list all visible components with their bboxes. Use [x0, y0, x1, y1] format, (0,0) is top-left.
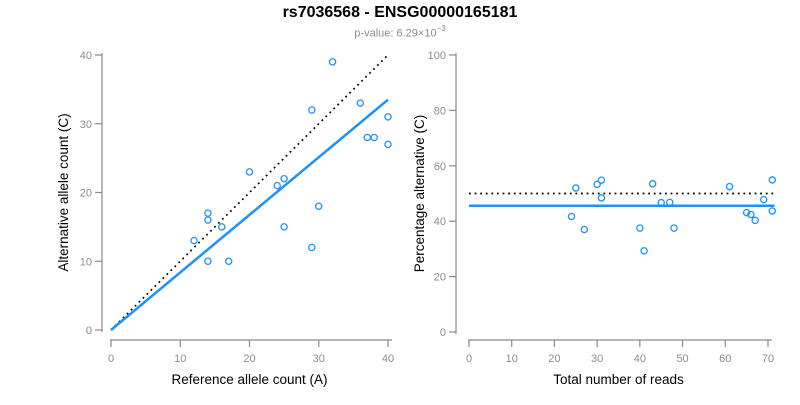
data-point	[666, 198, 674, 207]
y-tick-label: 0	[86, 325, 92, 337]
data-point	[363, 133, 371, 142]
data-point	[725, 182, 734, 191]
x-tick-label: 0	[466, 353, 472, 365]
fit-line	[110, 98, 389, 331]
data-point	[567, 212, 576, 221]
x-tick-label: 10	[506, 353, 518, 365]
y-tick-label: 30	[80, 119, 92, 131]
y-tick-label: 100	[428, 50, 446, 62]
data-point	[751, 216, 759, 225]
y-tick-label: 40	[434, 216, 446, 228]
x-tick-label: 40	[382, 353, 394, 365]
data-point	[308, 243, 316, 252]
x-tick-label: 30	[313, 353, 325, 365]
data-point	[384, 140, 392, 149]
data-point	[597, 176, 606, 184]
data-point	[572, 184, 580, 192]
data-point	[328, 58, 337, 66]
x-tick-label: 10	[174, 353, 186, 365]
x-tick-label: 30	[591, 353, 603, 365]
data-point	[190, 236, 198, 245]
y-tick-label: 10	[80, 256, 92, 268]
data-point	[308, 106, 316, 114]
data-point	[273, 181, 281, 190]
data-point	[742, 208, 751, 217]
y-axis-title: Alternative allele count (C)	[56, 113, 71, 271]
data-point	[384, 113, 392, 121]
data-point	[218, 223, 226, 231]
data-point	[657, 198, 665, 207]
data-point	[314, 202, 323, 210]
identity-line	[110, 54, 389, 331]
data-point	[580, 225, 589, 234]
y-tick-label: 80	[434, 105, 446, 117]
data-point	[636, 224, 644, 232]
left-scatter-plot: 0 10 20 30 40 0 10 20 30 40 Reference allele count…	[56, 50, 394, 387]
data-point	[597, 194, 606, 202]
data-point	[768, 207, 777, 215]
x-tick-label: 20	[243, 353, 255, 365]
data-point	[759, 195, 768, 204]
y-tick-label: 20	[80, 188, 92, 200]
data-point	[768, 176, 777, 184]
x-axis-title: Total number of reads	[553, 372, 684, 387]
y-axis-title: Percentage alternative (C)	[412, 115, 427, 273]
data-point	[640, 247, 648, 255]
data-point	[204, 216, 212, 224]
data-point	[280, 223, 288, 231]
x-tick-label: 60	[719, 353, 731, 365]
data-point	[204, 209, 212, 217]
data-point	[204, 257, 212, 265]
data-point	[245, 168, 254, 176]
data-point	[370, 133, 378, 142]
data-point	[280, 174, 288, 183]
data-point	[648, 180, 657, 188]
data-point	[224, 257, 233, 265]
y-tick-label: 20	[434, 272, 446, 284]
right-scatter-plot: 0 10 20 30 40 50 60 70 0 20 40 60 80 100 Total number …	[412, 50, 777, 387]
figure-subtitle: p-value: 6.29×10−3	[0, 24, 800, 40]
x-axis-title: Reference allele count (A)	[171, 372, 327, 387]
x-tick-label: 70	[762, 353, 774, 365]
y-tick-label: 60	[434, 161, 446, 173]
y-tick-label: 0	[440, 327, 446, 339]
x-tick-label: 20	[548, 353, 560, 365]
pvalue-exponent: −3	[436, 24, 446, 33]
x-tick-label: 0	[108, 353, 114, 365]
figure-title: rs7036568 - ENSG00000165181	[282, 4, 518, 21]
data-point	[747, 210, 755, 219]
data-point	[356, 99, 365, 107]
data-point	[670, 224, 678, 232]
data-point	[593, 180, 601, 189]
pvalue-text: p-value: 6.29×10	[354, 27, 437, 40]
x-tick-label: 50	[676, 353, 688, 365]
y-tick-label: 40	[80, 50, 92, 62]
x-tick-label: 40	[634, 353, 646, 365]
